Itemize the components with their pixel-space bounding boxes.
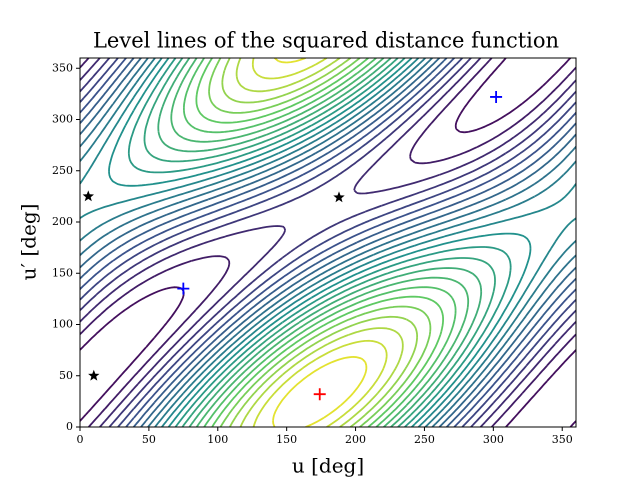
contour-line [235, 58, 404, 427]
y-tick-label: 250 [52, 164, 73, 177]
x-tick-label: 200 [345, 433, 366, 446]
contour-line [80, 58, 576, 427]
contour-lines [80, 58, 576, 427]
y-tick-label: 150 [52, 266, 73, 279]
plus-marker [490, 90, 503, 103]
y-tick-label: 100 [52, 318, 73, 331]
contour-line [170, 58, 470, 427]
y-tick-label: 350 [52, 61, 73, 74]
contour-line [80, 58, 576, 427]
contour-line [183, 58, 457, 427]
x-tick-label: 150 [276, 433, 297, 446]
x-tick-label: 250 [414, 433, 435, 446]
contour-line [221, 58, 418, 427]
x-tick-label: 0 [77, 433, 84, 446]
star-marker [88, 369, 100, 381]
plus-marker [177, 282, 190, 295]
star-marker [333, 191, 345, 203]
contour-line [80, 58, 576, 427]
y-tick-label: 200 [52, 215, 73, 228]
y-tick-label: 300 [52, 113, 73, 126]
contour-line [80, 58, 576, 427]
x-tick-label: 350 [552, 433, 573, 446]
contour-line [80, 58, 576, 427]
contour-line [108, 58, 532, 427]
contour-line [80, 58, 576, 427]
plot-frame [79, 57, 577, 428]
contour-line [80, 58, 576, 427]
contour-line [80, 58, 576, 427]
x-tick-label: 50 [142, 433, 156, 446]
contour-line [208, 58, 432, 427]
contour-line [195, 58, 444, 427]
plus-marker [313, 388, 326, 401]
y-tick-label: 0 [66, 420, 73, 433]
contour-line [272, 58, 368, 427]
contour-line [127, 58, 512, 427]
chart-title: Level lines of the squared distance func… [93, 29, 559, 53]
star-marker [82, 190, 94, 202]
x-tick-label: 100 [207, 433, 228, 446]
y-axis-label: u′ [deg] [17, 204, 41, 281]
x-tick-label: 300 [483, 433, 504, 446]
x-axis-label: u [deg] [292, 454, 364, 478]
y-tick-label: 50 [59, 369, 73, 382]
contour-line [80, 58, 576, 427]
contour-line [143, 58, 496, 427]
contour-line [80, 58, 576, 427]
contour-line [80, 58, 576, 427]
contour-line [157, 58, 483, 427]
